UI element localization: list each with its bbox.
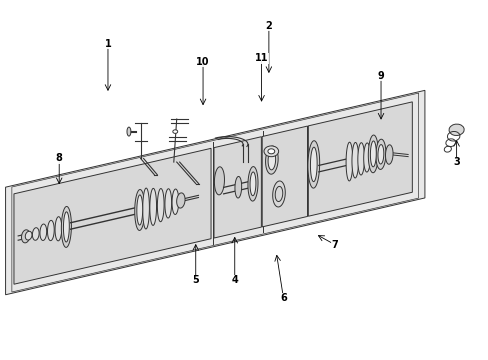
Polygon shape	[265, 146, 278, 174]
Polygon shape	[5, 90, 424, 295]
Polygon shape	[164, 189, 171, 218]
Polygon shape	[55, 217, 61, 241]
Polygon shape	[310, 147, 317, 182]
Polygon shape	[172, 189, 179, 215]
Text: 8: 8	[56, 153, 62, 163]
Polygon shape	[377, 145, 383, 164]
Polygon shape	[375, 139, 385, 170]
Text: 4: 4	[231, 275, 238, 285]
Polygon shape	[351, 143, 358, 178]
Text: 11: 11	[254, 53, 268, 63]
Text: 5: 5	[192, 275, 199, 285]
Polygon shape	[149, 188, 156, 225]
Ellipse shape	[264, 146, 278, 157]
Polygon shape	[367, 135, 378, 173]
Polygon shape	[369, 141, 375, 167]
Polygon shape	[249, 172, 255, 196]
Polygon shape	[137, 195, 142, 225]
Polygon shape	[32, 228, 39, 240]
Polygon shape	[262, 126, 307, 227]
Polygon shape	[307, 141, 319, 188]
Text: 1: 1	[104, 39, 111, 49]
Ellipse shape	[448, 124, 463, 135]
Polygon shape	[214, 137, 261, 238]
Ellipse shape	[267, 149, 274, 154]
Polygon shape	[308, 102, 411, 216]
Polygon shape	[385, 145, 392, 164]
Text: 3: 3	[452, 157, 459, 167]
Polygon shape	[21, 230, 30, 243]
Polygon shape	[14, 148, 211, 284]
Polygon shape	[142, 188, 149, 229]
Polygon shape	[63, 212, 69, 242]
Polygon shape	[135, 189, 144, 230]
Text: 7: 7	[331, 239, 337, 249]
Text: 9: 9	[377, 71, 384, 81]
Polygon shape	[47, 220, 54, 240]
Polygon shape	[176, 193, 184, 208]
Polygon shape	[247, 167, 258, 201]
Polygon shape	[61, 206, 71, 247]
Polygon shape	[25, 231, 32, 240]
Polygon shape	[157, 189, 164, 222]
Polygon shape	[357, 143, 364, 175]
Polygon shape	[267, 150, 275, 170]
Text: 2: 2	[265, 21, 272, 31]
Text: 6: 6	[280, 293, 286, 303]
Ellipse shape	[172, 130, 177, 134]
Polygon shape	[214, 167, 224, 195]
Polygon shape	[40, 224, 46, 240]
Ellipse shape	[127, 127, 131, 136]
Polygon shape	[363, 143, 369, 172]
Polygon shape	[346, 142, 352, 181]
Text: 10: 10	[196, 57, 209, 67]
Polygon shape	[234, 176, 241, 198]
